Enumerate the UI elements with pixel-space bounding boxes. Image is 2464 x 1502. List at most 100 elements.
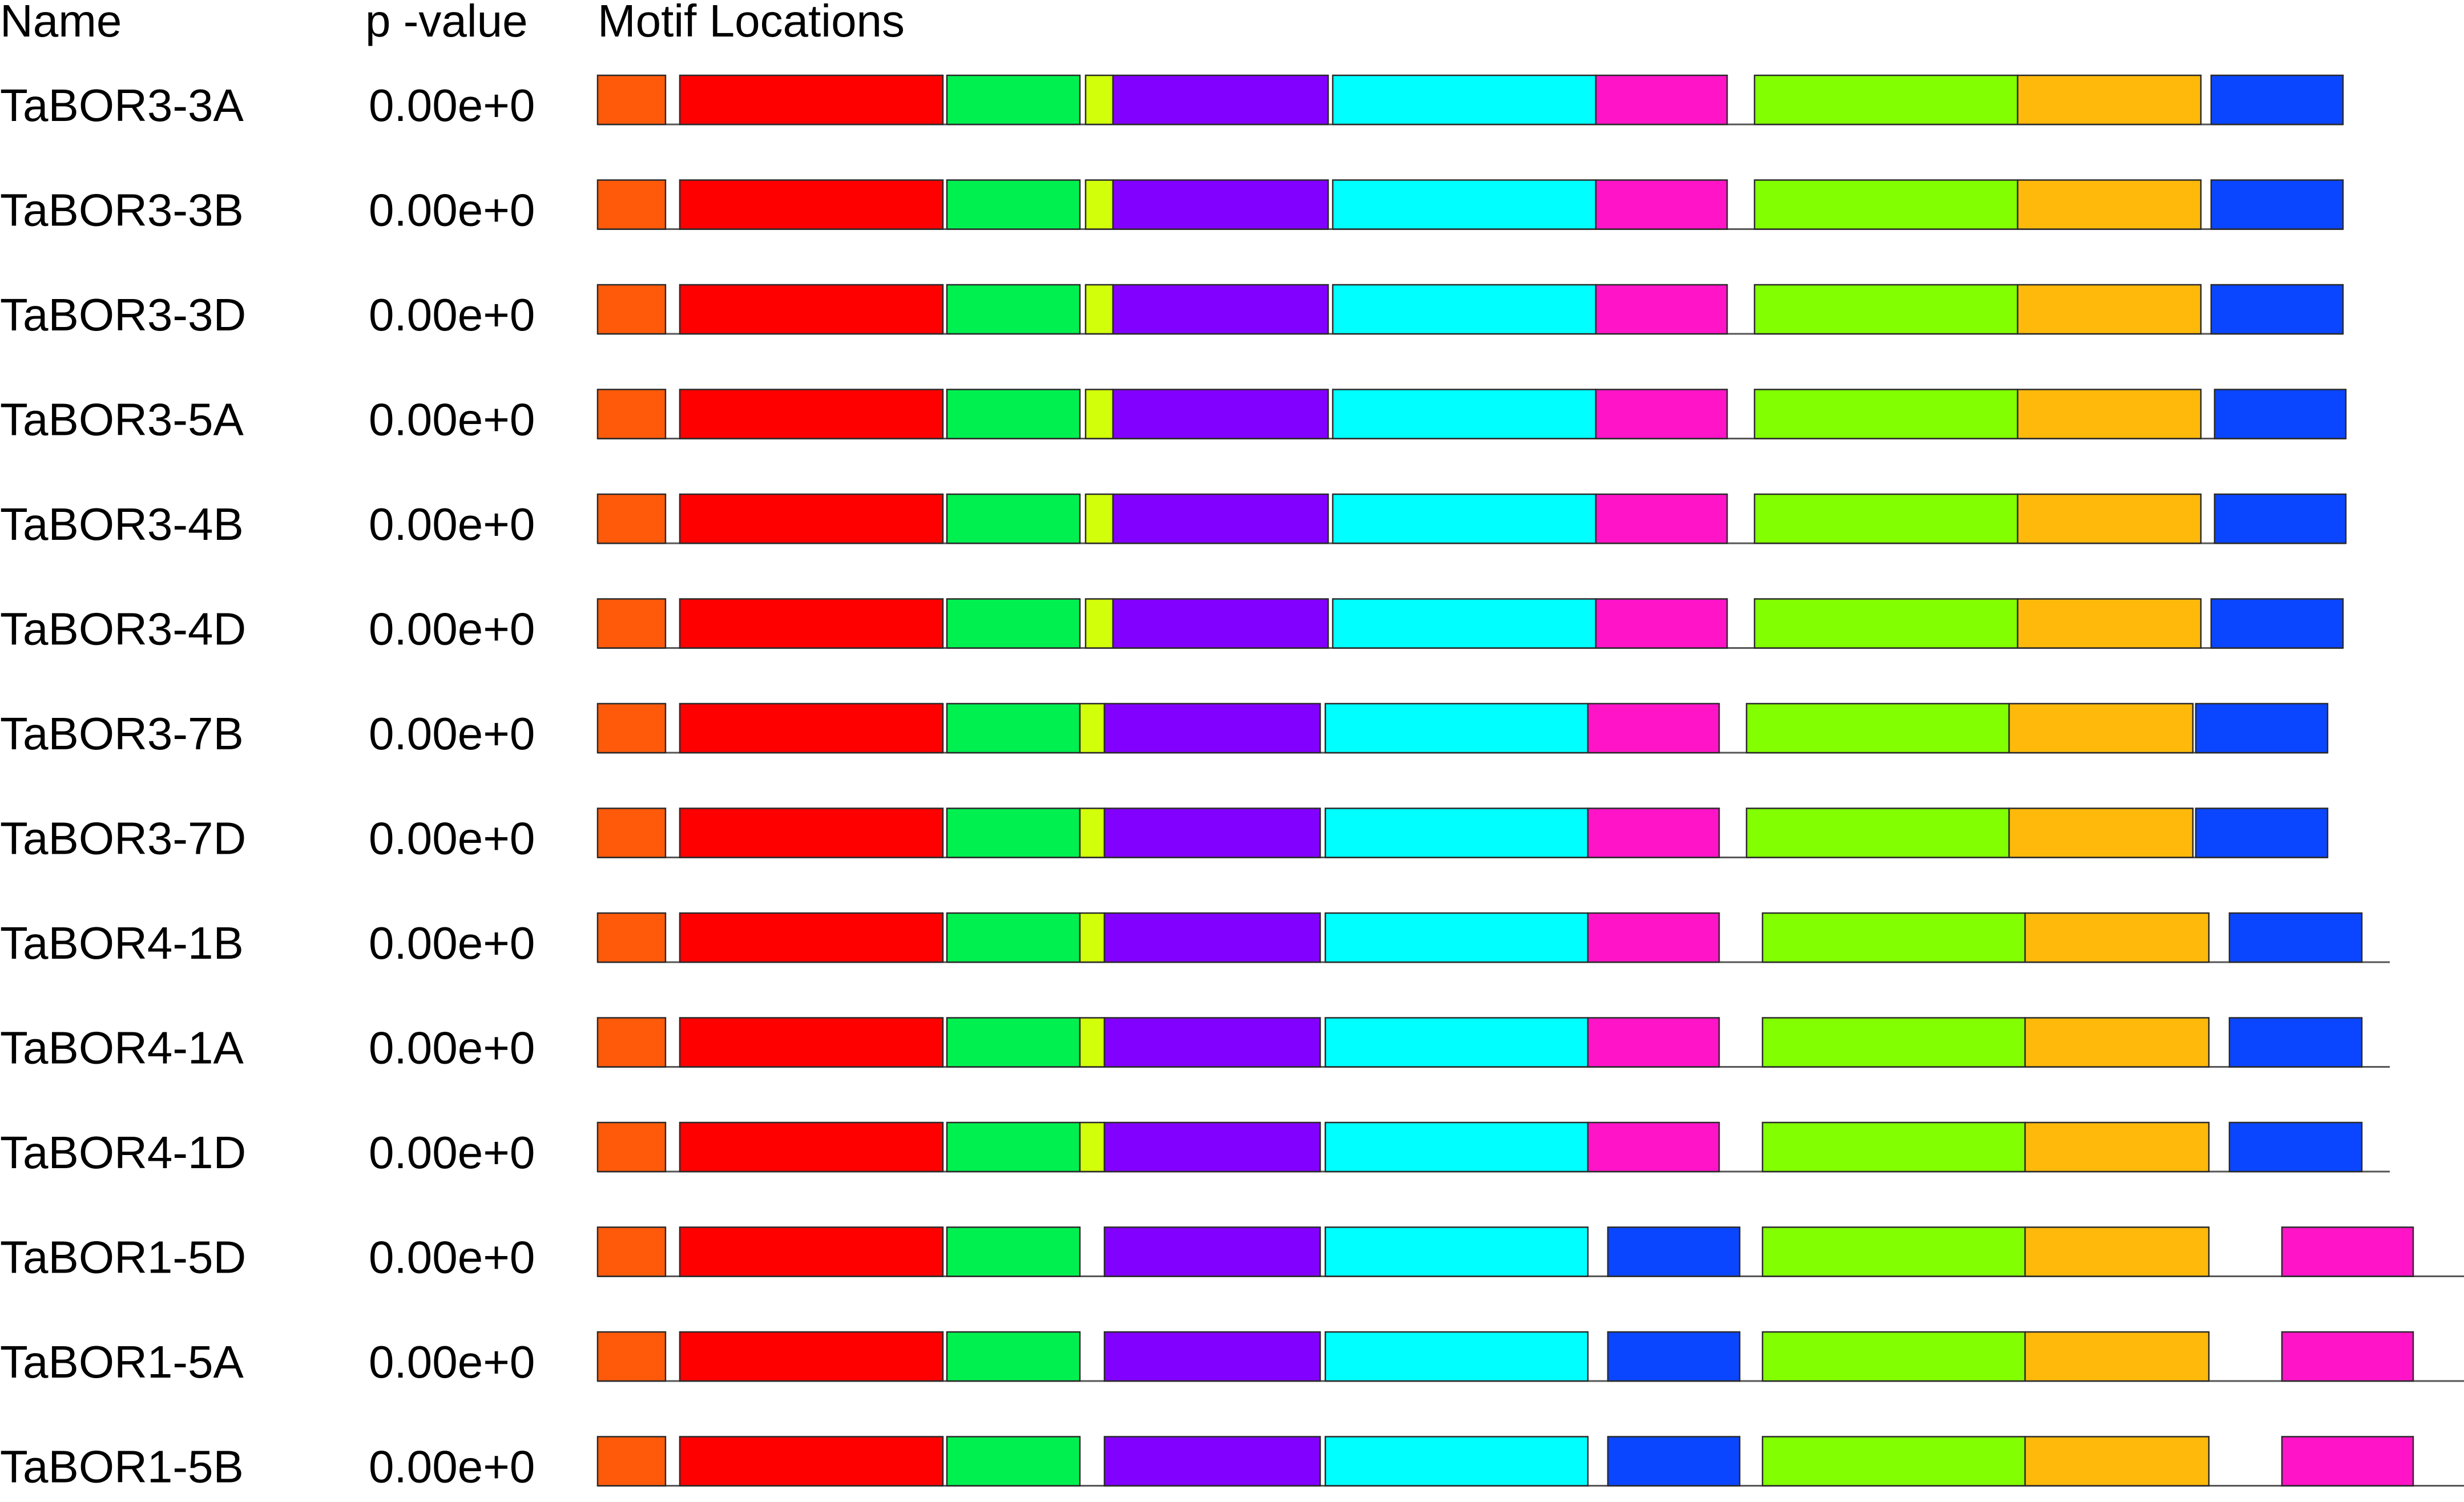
motif-block-green <box>946 74 1081 126</box>
motif-block-cyan <box>1324 1017 1589 1068</box>
motif-block-lime <box>1761 1436 2026 1487</box>
motif-block-orange <box>596 493 667 544</box>
motif-block-orange <box>596 1017 667 1068</box>
motif-block-lime <box>1753 179 2019 230</box>
motif-block-red <box>679 284 944 335</box>
motif-block-green <box>946 284 1081 335</box>
motif-block-yellow <box>1084 284 1114 335</box>
motif-block-cyan <box>1332 389 1597 439</box>
motif-block-blue <box>2195 807 2329 858</box>
motif-block-cyan <box>1324 1331 1589 1382</box>
motif-block-red <box>679 807 944 858</box>
motif-block-red <box>679 493 944 544</box>
motif-block-blue <box>2210 74 2344 126</box>
motif-block-yellow <box>1079 1017 1106 1068</box>
motif-block-blue <box>2210 598 2344 649</box>
motif-block-lime <box>1761 1017 2026 1068</box>
motif-block-blue <box>1607 1226 1741 1277</box>
motif-row: TaBOR3-7B 0.00e+0 <box>0 702 2329 759</box>
sequence-name: TaBOR4-1A <box>0 1023 244 1073</box>
p-value: 0.00e+0 <box>369 1232 535 1283</box>
motif-row: TaBOR3-3A 0.00e+0 <box>0 74 2344 131</box>
motif-block-amber <box>2024 1436 2210 1487</box>
motif-block-yellow <box>1079 702 1106 754</box>
motif-block-orange <box>596 1436 667 1487</box>
motif-block-purple <box>1112 389 1329 439</box>
motif-block-magenta <box>2281 1226 2414 1277</box>
motif-block-lime <box>1753 493 2019 544</box>
motif-block-amber <box>2017 74 2202 126</box>
p-value: 0.00e+0 <box>369 499 535 550</box>
motif-block-red <box>679 1331 944 1382</box>
motif-block-magenta <box>1587 1017 1720 1068</box>
motif-block-orange <box>596 284 667 335</box>
motif-block-yellow <box>1084 74 1114 126</box>
motif-row: TaBOR3-4D 0.00e+0 <box>0 598 2344 655</box>
motif-block-cyan <box>1324 912 1589 963</box>
motif-block-amber <box>2017 598 2202 649</box>
sequence-name: TaBOR3-4B <box>0 499 244 550</box>
motif-block-red <box>679 1017 944 1068</box>
sequence-name: TaBOR3-3A <box>0 80 244 131</box>
motif-block-lime <box>1745 702 2010 754</box>
motif-block-purple <box>1112 284 1329 335</box>
motif-block-red <box>679 74 944 126</box>
motif-block-yellow <box>1084 389 1114 439</box>
motif-row: TaBOR1-5B 0.00e+0 <box>0 1436 2464 1492</box>
motif-block-orange <box>596 807 667 858</box>
motif-block-cyan <box>1332 179 1597 230</box>
motif-block-blue <box>2213 389 2347 439</box>
motif-block-purple <box>1103 1017 1321 1068</box>
motif-block-orange <box>596 74 667 126</box>
motif-block-magenta <box>2281 1436 2414 1487</box>
motif-row: TaBOR1-5D 0.00e+0 <box>0 1226 2464 1283</box>
motif-block-lime <box>1753 389 2019 439</box>
motif-block-cyan <box>1324 702 1589 754</box>
p-value: 0.00e+0 <box>369 394 535 445</box>
motif-block-orange <box>596 389 667 439</box>
header-name: Name <box>0 0 122 46</box>
motif-row: TaBOR3-7D 0.00e+0 <box>0 807 2329 864</box>
sequence-name: TaBOR1-5B <box>0 1442 244 1492</box>
motif-block-purple <box>1103 1331 1321 1382</box>
motif-block-magenta <box>1595 493 1728 544</box>
motif-block-blue <box>2213 493 2347 544</box>
motif-block-yellow <box>1079 807 1106 858</box>
motif-block-purple <box>1112 598 1329 649</box>
motif-block-purple <box>1103 702 1321 754</box>
motif-block-yellow <box>1079 1121 1106 1173</box>
motif-block-yellow <box>1084 493 1114 544</box>
motif-block-orange <box>596 1121 667 1173</box>
motif-block-cyan <box>1332 284 1597 335</box>
motif-block-yellow <box>1079 912 1106 963</box>
motif-block-magenta <box>1595 389 1728 439</box>
p-value: 0.00e+0 <box>369 1337 535 1387</box>
motif-block-lime <box>1753 74 2019 126</box>
sequence-name: TaBOR4-1B <box>0 918 244 968</box>
motif-block-blue <box>2228 912 2363 963</box>
motif-row: TaBOR3-3B 0.00e+0 <box>0 179 2344 236</box>
motif-block-amber <box>2024 1331 2210 1382</box>
motif-block-amber <box>2017 179 2202 230</box>
p-value: 0.00e+0 <box>369 289 535 340</box>
motif-block-amber <box>2024 1226 2210 1277</box>
motif-block-amber <box>2017 493 2202 544</box>
motif-block-amber <box>2024 1017 2210 1068</box>
motif-block-amber <box>2008 702 2194 754</box>
motif-block-green <box>946 1121 1081 1173</box>
motif-block-magenta <box>1595 284 1728 335</box>
motif-block-cyan <box>1332 598 1597 649</box>
sequence-name: TaBOR3-3D <box>0 289 246 340</box>
motif-block-orange <box>596 1226 667 1277</box>
motif-block-yellow <box>1084 598 1114 649</box>
motif-block-green <box>946 702 1081 754</box>
motif-block-green <box>946 1436 1081 1487</box>
motif-block-magenta <box>1595 179 1728 230</box>
motif-row: TaBOR4-1B 0.00e+0 <box>0 912 2390 968</box>
motif-block-purple <box>1112 179 1329 230</box>
motif-block-green <box>946 1017 1081 1068</box>
motif-block-magenta <box>1587 702 1720 754</box>
motif-block-orange <box>596 912 667 963</box>
motif-block-purple <box>1103 912 1321 963</box>
